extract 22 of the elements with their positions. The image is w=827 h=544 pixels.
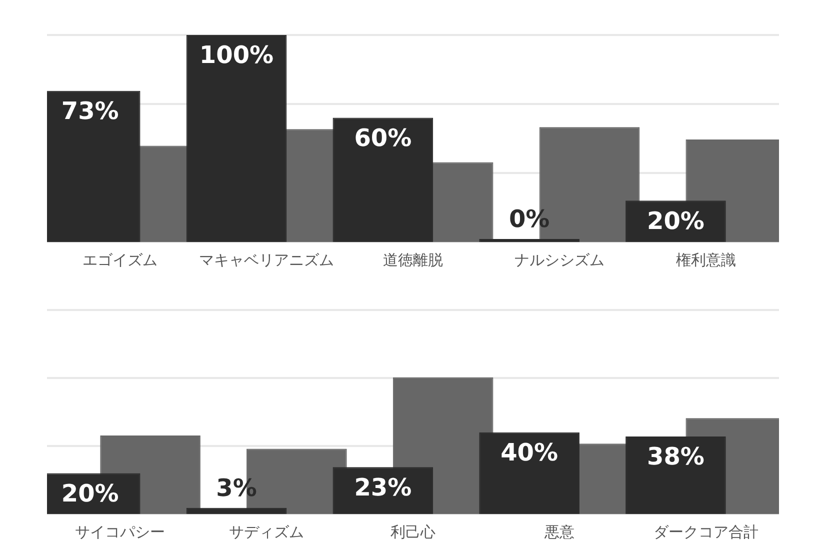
data-label: 40% xyxy=(500,438,558,467)
x-tick-label: ダークコア合計 xyxy=(653,522,758,541)
x-tick-label: サディズム xyxy=(229,522,304,541)
data-label: 23% xyxy=(354,473,412,502)
data-label: 73% xyxy=(61,97,119,126)
x-tick-label: マキャベリアニズム xyxy=(199,250,334,269)
data-label: 20% xyxy=(646,206,704,235)
bar xyxy=(332,118,434,242)
data-label: 60% xyxy=(354,124,412,152)
x-tick-label: サイコパシー xyxy=(75,522,166,541)
data-label: 20% xyxy=(61,479,119,508)
x-tick-label: 利己心 xyxy=(390,522,436,541)
x-tick-label: 悪意 xyxy=(543,522,574,541)
x-tick-label: 権利意識 xyxy=(676,250,736,269)
x-tick-label: 道徳離脱 xyxy=(383,250,443,269)
bar xyxy=(186,35,287,242)
data-label: 38% xyxy=(646,442,704,471)
bar xyxy=(186,508,287,514)
bar xyxy=(479,432,580,514)
data-label: 100% xyxy=(199,41,274,70)
x-tick-label: ナルシシズム xyxy=(514,250,604,269)
x-tick-label: エゴイズム xyxy=(82,250,158,269)
